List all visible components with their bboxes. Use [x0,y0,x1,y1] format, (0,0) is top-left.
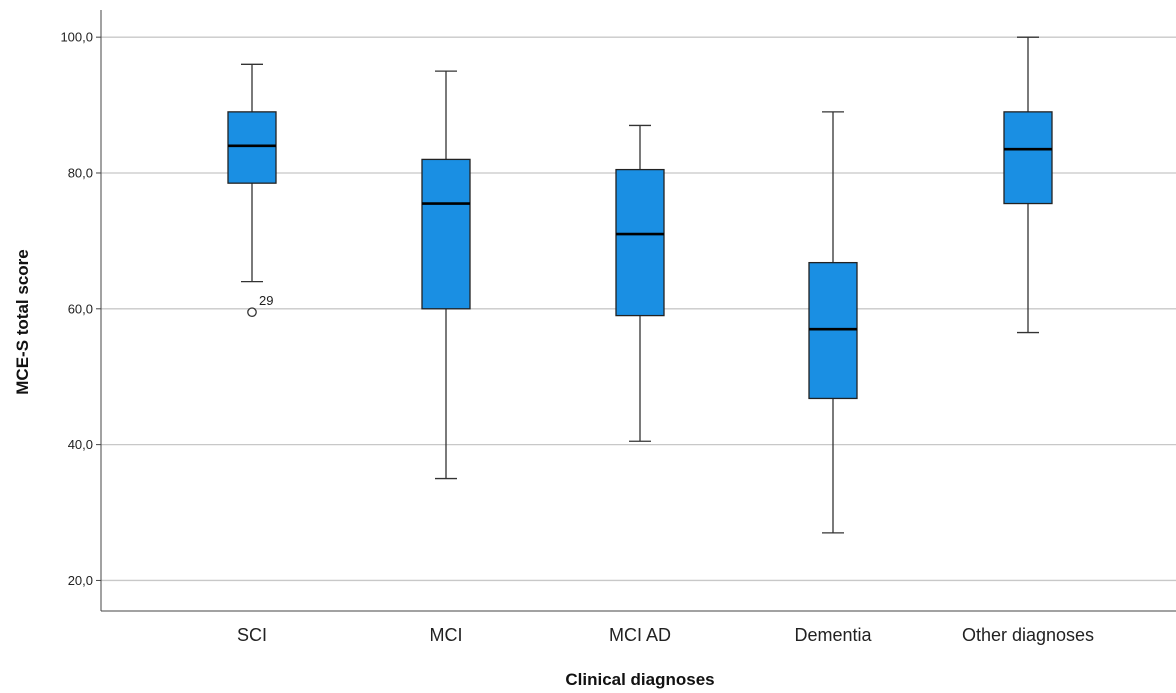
x-category-label: Other diagnoses [962,625,1094,645]
y-tick-label: 40,0 [68,437,93,452]
axes [96,10,1176,612]
x-category-label: Dementia [794,625,872,645]
box-sci [227,63,277,283]
y-tick-label: 60,0 [68,301,93,316]
outlier-point [247,307,257,318]
box-mci-ad [615,124,665,442]
iqr-box [1003,111,1053,205]
outlier-label: 29 [259,293,273,308]
y-tick-label: 80,0 [68,165,93,180]
y-axis-title: MCE-S total score [13,249,32,394]
boxes [227,36,1053,534]
x-axis-title: Clinical diagnoses [565,670,714,689]
x-category-label: MCI AD [609,625,671,645]
iqr-box [615,168,665,317]
x-category-label: MCI [430,625,463,645]
iqr-box [227,111,277,184]
y-tick-label: 100,0 [60,30,93,45]
y-tick-label: 20,0 [68,573,93,588]
iqr-box [421,158,471,310]
x-category-label: SCI [237,625,267,645]
box-dementia [808,111,858,534]
box-mci [421,70,471,480]
box-other-diagnoses [1003,36,1053,334]
labels: 20,0 40,0 60,0 80,0 100,0 SCI MCI MCI AD Dementi… [60,30,1094,645]
iqr-box [808,261,858,400]
